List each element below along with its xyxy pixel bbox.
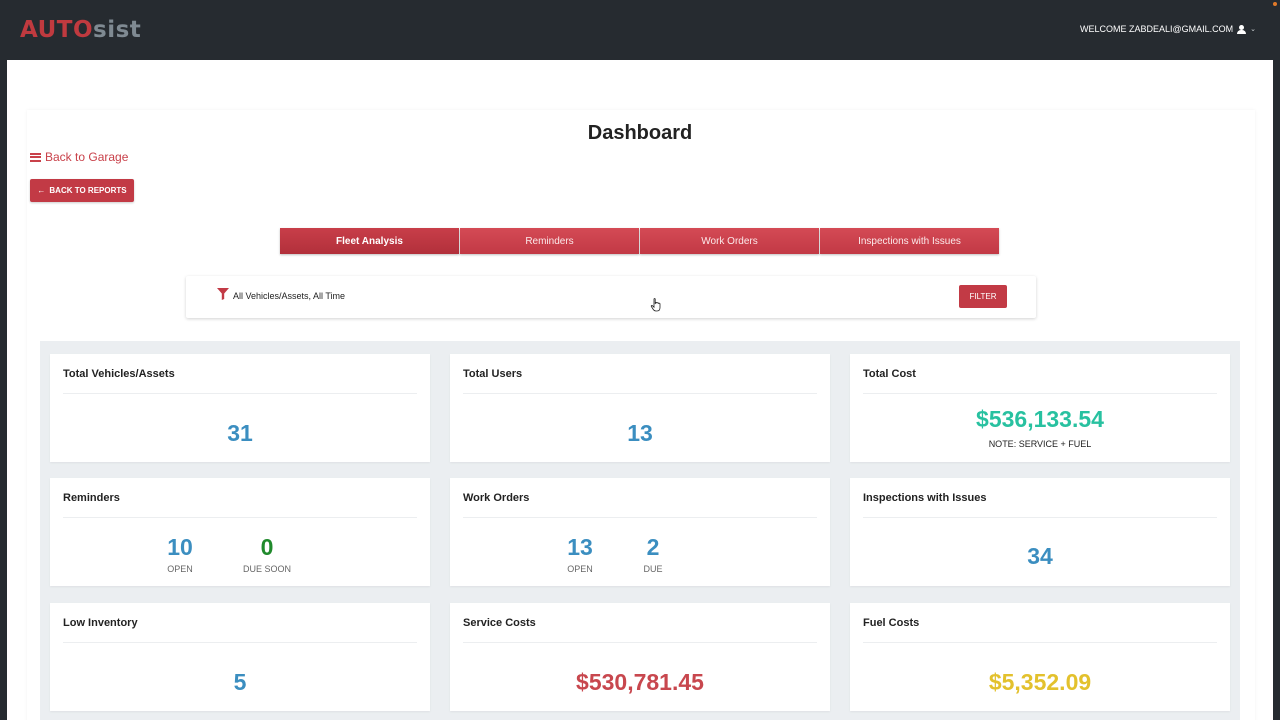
reminders-open-value: 10	[167, 534, 193, 560]
stats-grid: Total Vehicles/Assets 31 Total Users 13 …	[40, 341, 1240, 720]
filter-icon	[217, 288, 229, 300]
total-cost-value: $536,133.54	[976, 406, 1104, 432]
divider	[463, 642, 817, 643]
fuel-costs-value: $5,352.09	[988, 669, 1092, 695]
tab-fleet-analysis[interactable]: Fleet Analysis	[280, 228, 459, 254]
user-icon	[1237, 24, 1247, 34]
inspections-value: 34	[1027, 543, 1053, 569]
list-icon	[30, 152, 41, 162]
divider	[63, 517, 417, 518]
tab-inspections-with-issues[interactable]: Inspections with Issues	[820, 228, 999, 254]
back-to-garage-link[interactable]: Back to Garage	[30, 150, 128, 164]
reminders-open[interactable]: 10 OPEN	[140, 534, 220, 574]
main-content: Dashboard Back to Garage ← BACK TO REPOR…	[7, 60, 1273, 720]
total-users-value: 13	[627, 420, 653, 446]
logo-text-sist: sist	[93, 17, 142, 43]
top-navbar: AUTO sist WELCOME ZABDEALI@GMAIL.COM ⌄	[0, 0, 1280, 60]
arrow-left-icon: ←	[37, 186, 46, 195]
page-title: Dashboard	[587, 122, 693, 144]
card-total-users[interactable]: Total Users 13	[450, 354, 830, 462]
welcome-text: WELCOME ZABDEALI@GMAIL.COM	[1079, 24, 1234, 34]
filter-summary: All Vehicles/Assets, All Time	[233, 291, 346, 301]
card-title: Total Vehicles/Assets	[63, 368, 175, 380]
divider	[463, 517, 817, 518]
tab-work-orders[interactable]: Work Orders	[640, 228, 819, 254]
divider	[63, 393, 417, 394]
tab-reminders[interactable]: Reminders	[460, 228, 639, 254]
card-title: Service Costs	[463, 617, 536, 629]
hand-cursor-icon	[650, 298, 661, 312]
reminders-due-soon-value: 0	[260, 534, 274, 560]
back-to-reports-label: BACK TO REPORTS	[49, 186, 127, 195]
reminders-open-label: OPEN	[167, 564, 193, 574]
divider	[863, 393, 1217, 394]
work-orders-due[interactable]: 2 DUE	[613, 534, 693, 574]
card-total-cost[interactable]: Total Cost $536,133.54 NOTE: SERVICE + F…	[850, 354, 1230, 462]
divider	[63, 642, 417, 643]
work-orders-open-label: OPEN	[567, 564, 593, 574]
total-cost-note: NOTE: SERVICE + FUEL	[988, 439, 1092, 449]
card-title: Reminders	[63, 492, 120, 504]
low-inventory-value: 5	[233, 669, 247, 695]
reminders-due-soon[interactable]: 0 DUE SOON	[227, 534, 307, 574]
total-vehicles-value: 31	[227, 420, 253, 446]
divider	[863, 642, 1217, 643]
card-inspections-with-issues[interactable]: Inspections with Issues 34	[850, 478, 1230, 586]
card-reminders[interactable]: Reminders 10 OPEN 0 DUE SOON	[50, 478, 430, 586]
card-title: Work Orders	[463, 492, 530, 504]
work-orders-due-value: 2	[646, 534, 660, 560]
autosist-logo[interactable]: AUTO sist	[20, 15, 141, 45]
chevron-down-icon: ⌄	[1250, 26, 1256, 33]
card-title: Inspections with Issues	[863, 492, 987, 504]
card-title: Total Users	[463, 368, 523, 380]
user-menu[interactable]: WELCOME ZABDEALI@GMAIL.COM ⌄	[1080, 24, 1256, 34]
service-costs-value: $530,781.45	[576, 669, 704, 695]
card-title: Low Inventory	[63, 617, 138, 629]
work-orders-open-value: 13	[567, 534, 593, 560]
card-service-costs[interactable]: Service Costs $530,781.45	[450, 603, 830, 711]
filter-button[interactable]: FILTER	[959, 285, 1007, 308]
divider	[863, 517, 1217, 518]
card-low-inventory[interactable]: Low Inventory 5	[50, 603, 430, 711]
divider	[463, 393, 817, 394]
logo-text-auto: AUTO	[20, 17, 94, 43]
notification-dot	[1273, 2, 1277, 6]
card-title: Total Cost	[863, 368, 916, 380]
filter-bar: All Vehicles/Assets, All Time FILTER	[186, 276, 1036, 318]
back-to-reports-button[interactable]: ← BACK TO REPORTS	[30, 179, 134, 202]
back-to-garage-label: Back to Garage	[45, 150, 129, 164]
card-title: Fuel Costs	[863, 617, 920, 629]
card-work-orders[interactable]: Work Orders 13 OPEN 2 DUE	[450, 478, 830, 586]
reminders-due-soon-label: DUE SOON	[242, 564, 291, 574]
work-orders-due-label: DUE	[643, 564, 663, 574]
card-total-vehicles[interactable]: Total Vehicles/Assets 31	[50, 354, 430, 462]
card-fuel-costs[interactable]: Fuel Costs $5,352.09	[850, 603, 1230, 711]
work-orders-open[interactable]: 13 OPEN	[540, 534, 620, 574]
dashboard-tabs: Fleet Analysis Reminders Work Orders Ins…	[280, 228, 999, 254]
